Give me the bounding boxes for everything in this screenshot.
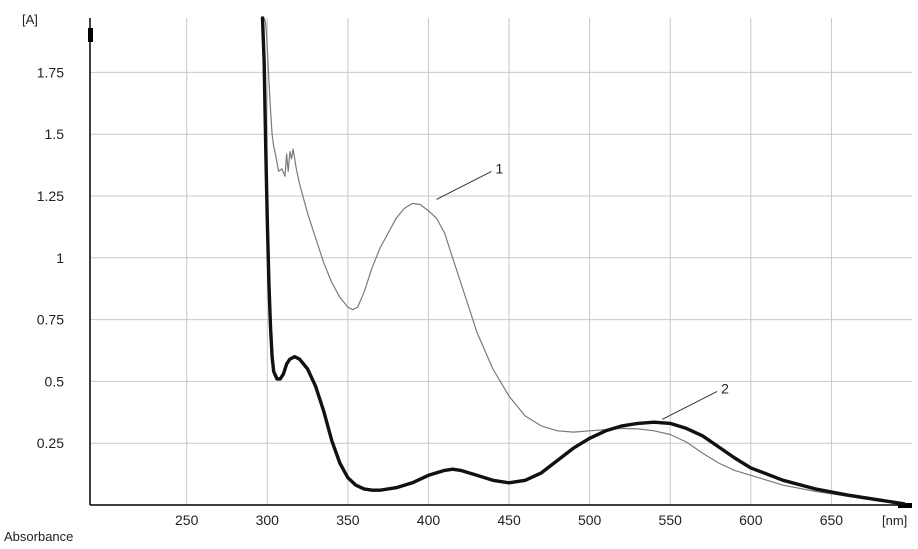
x-axis-label: [nm] xyxy=(882,513,907,528)
x-tick-label-300: 300 xyxy=(256,512,280,528)
series-lines xyxy=(260,16,906,506)
grid xyxy=(90,18,912,505)
y-tick-label-1.5: 1.5 xyxy=(45,126,65,142)
annotation-leader-2 xyxy=(661,390,718,420)
y-axis-label: [A] xyxy=(22,12,38,27)
y-tick-label-1.25: 1.25 xyxy=(37,188,64,204)
x-tick-label-550: 550 xyxy=(659,512,683,528)
tick-labels: 250 300 350 400 450 500 550 600 6500.250.50.7511… xyxy=(37,64,844,528)
y-axis-arrow xyxy=(88,28,93,42)
x-tick-label-600: 600 xyxy=(739,512,763,528)
series-line-1 xyxy=(263,17,905,505)
y-tick-label-0.75: 0.75 xyxy=(37,312,64,328)
x-tick-label-250: 250 xyxy=(175,512,199,528)
annotation-label-1: 1 xyxy=(495,160,503,176)
series-line-2 xyxy=(260,16,906,506)
annotations: 12 xyxy=(436,160,729,420)
x-tick-label-400: 400 xyxy=(417,512,441,528)
x-axis-arrow xyxy=(898,503,912,508)
x-tick-label-350: 350 xyxy=(336,512,360,528)
x-tick-label-650: 650 xyxy=(820,512,844,528)
annotation-label-2: 2 xyxy=(721,380,729,396)
y-tick-label-1: 1 xyxy=(56,250,64,266)
x-tick-label-500: 500 xyxy=(578,512,602,528)
annotation-leader-1 xyxy=(436,170,492,200)
axes xyxy=(88,18,912,508)
y-tick-label-1.75: 1.75 xyxy=(37,64,64,80)
y-tick-label-0.25: 0.25 xyxy=(37,435,64,451)
absorbance-caption: Absorbance xyxy=(4,529,74,544)
x-tick-label-450: 450 xyxy=(497,512,521,528)
y-tick-label-0.5: 0.5 xyxy=(45,373,65,389)
